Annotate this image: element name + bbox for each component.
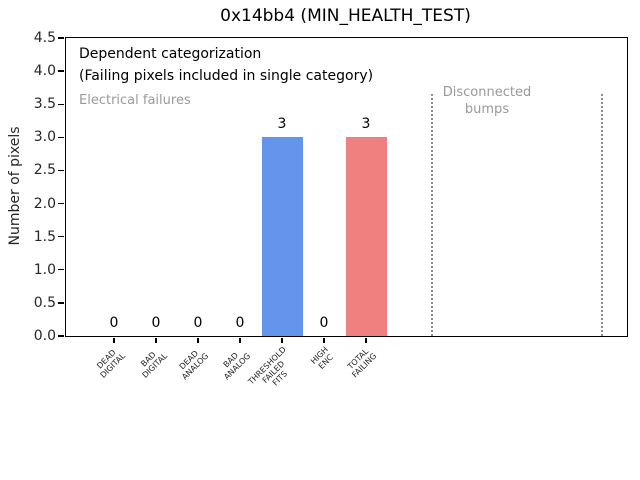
y-tick-mark [58, 269, 64, 271]
bar-value-label: 3 [277, 116, 287, 133]
x-tick-mark [323, 337, 325, 343]
x-tick-mark [197, 337, 199, 343]
x-tick-label: BAD DIGITAL [138, 350, 169, 380]
y-tick-label: 0.0 [33, 328, 56, 344]
y-tick-label: 1.0 [33, 261, 56, 278]
y-tick-label: 3.5 [33, 96, 56, 113]
x-tick-label: THRESHOLD FAILED FITS [246, 345, 290, 388]
disconnected-bumps-annotation: Disconnected bumps [442, 85, 532, 117]
y-tick-label: 4.0 [33, 63, 56, 80]
bar [345, 137, 387, 336]
y-tick-mark [58, 302, 64, 304]
bar-value-label: 0 [151, 315, 161, 331]
bar-value-label: 3 [361, 116, 371, 133]
x-tick-mark [281, 337, 283, 343]
bar-value-label: 0 [109, 315, 119, 331]
method-note-annotation: Dependent categorization (Failing pixels… [79, 46, 374, 84]
y-tick-label: 3.0 [33, 129, 56, 146]
bar-value-label: 0 [319, 315, 329, 331]
y-tick-label: 4.5 [33, 30, 56, 46]
y-tick-mark [58, 202, 64, 205]
y-tick-mark [58, 37, 64, 39]
x-tick-mark [155, 337, 157, 343]
y-tick-label: 1.5 [33, 228, 56, 245]
chart-title: 0x14bb4 (MIN_HEALTH_TEST) [220, 6, 471, 26]
y-tick-label: 0.5 [33, 294, 56, 311]
disconnected-region-vline [601, 94, 603, 336]
y-tick-label: 2.0 [33, 195, 56, 212]
x-tick-mark [113, 337, 115, 343]
y-tick-mark [58, 235, 64, 238]
x-tick-label: HIGH ENC [309, 345, 336, 371]
y-tick-mark [58, 335, 64, 337]
bar-value-label: 0 [235, 315, 245, 331]
y-tick-mark [58, 136, 64, 139]
x-tick-mark [365, 337, 367, 343]
electrical-failures-annotation: Electrical failures [79, 93, 191, 108]
x-tick-mark [239, 337, 241, 343]
disconnected-region-vline [431, 94, 433, 336]
x-tick-label: TOTAL FAILING [346, 346, 379, 380]
x-tick-label: DEAD ANALOG [178, 348, 211, 382]
y-tick-label: 2.5 [33, 162, 56, 179]
y-tick-mark [58, 103, 64, 105]
y-tick-mark [58, 169, 64, 172]
bar [261, 137, 303, 336]
y-tick-mark [58, 70, 64, 72]
x-tick-label: BAD ANALOG [222, 350, 253, 382]
plot-area: Dependent categorization (Failing pixels… [34, 30, 628, 388]
x-tick-label: DEAD DIGITAL [94, 347, 127, 380]
bar-value-label: 0 [193, 315, 203, 331]
